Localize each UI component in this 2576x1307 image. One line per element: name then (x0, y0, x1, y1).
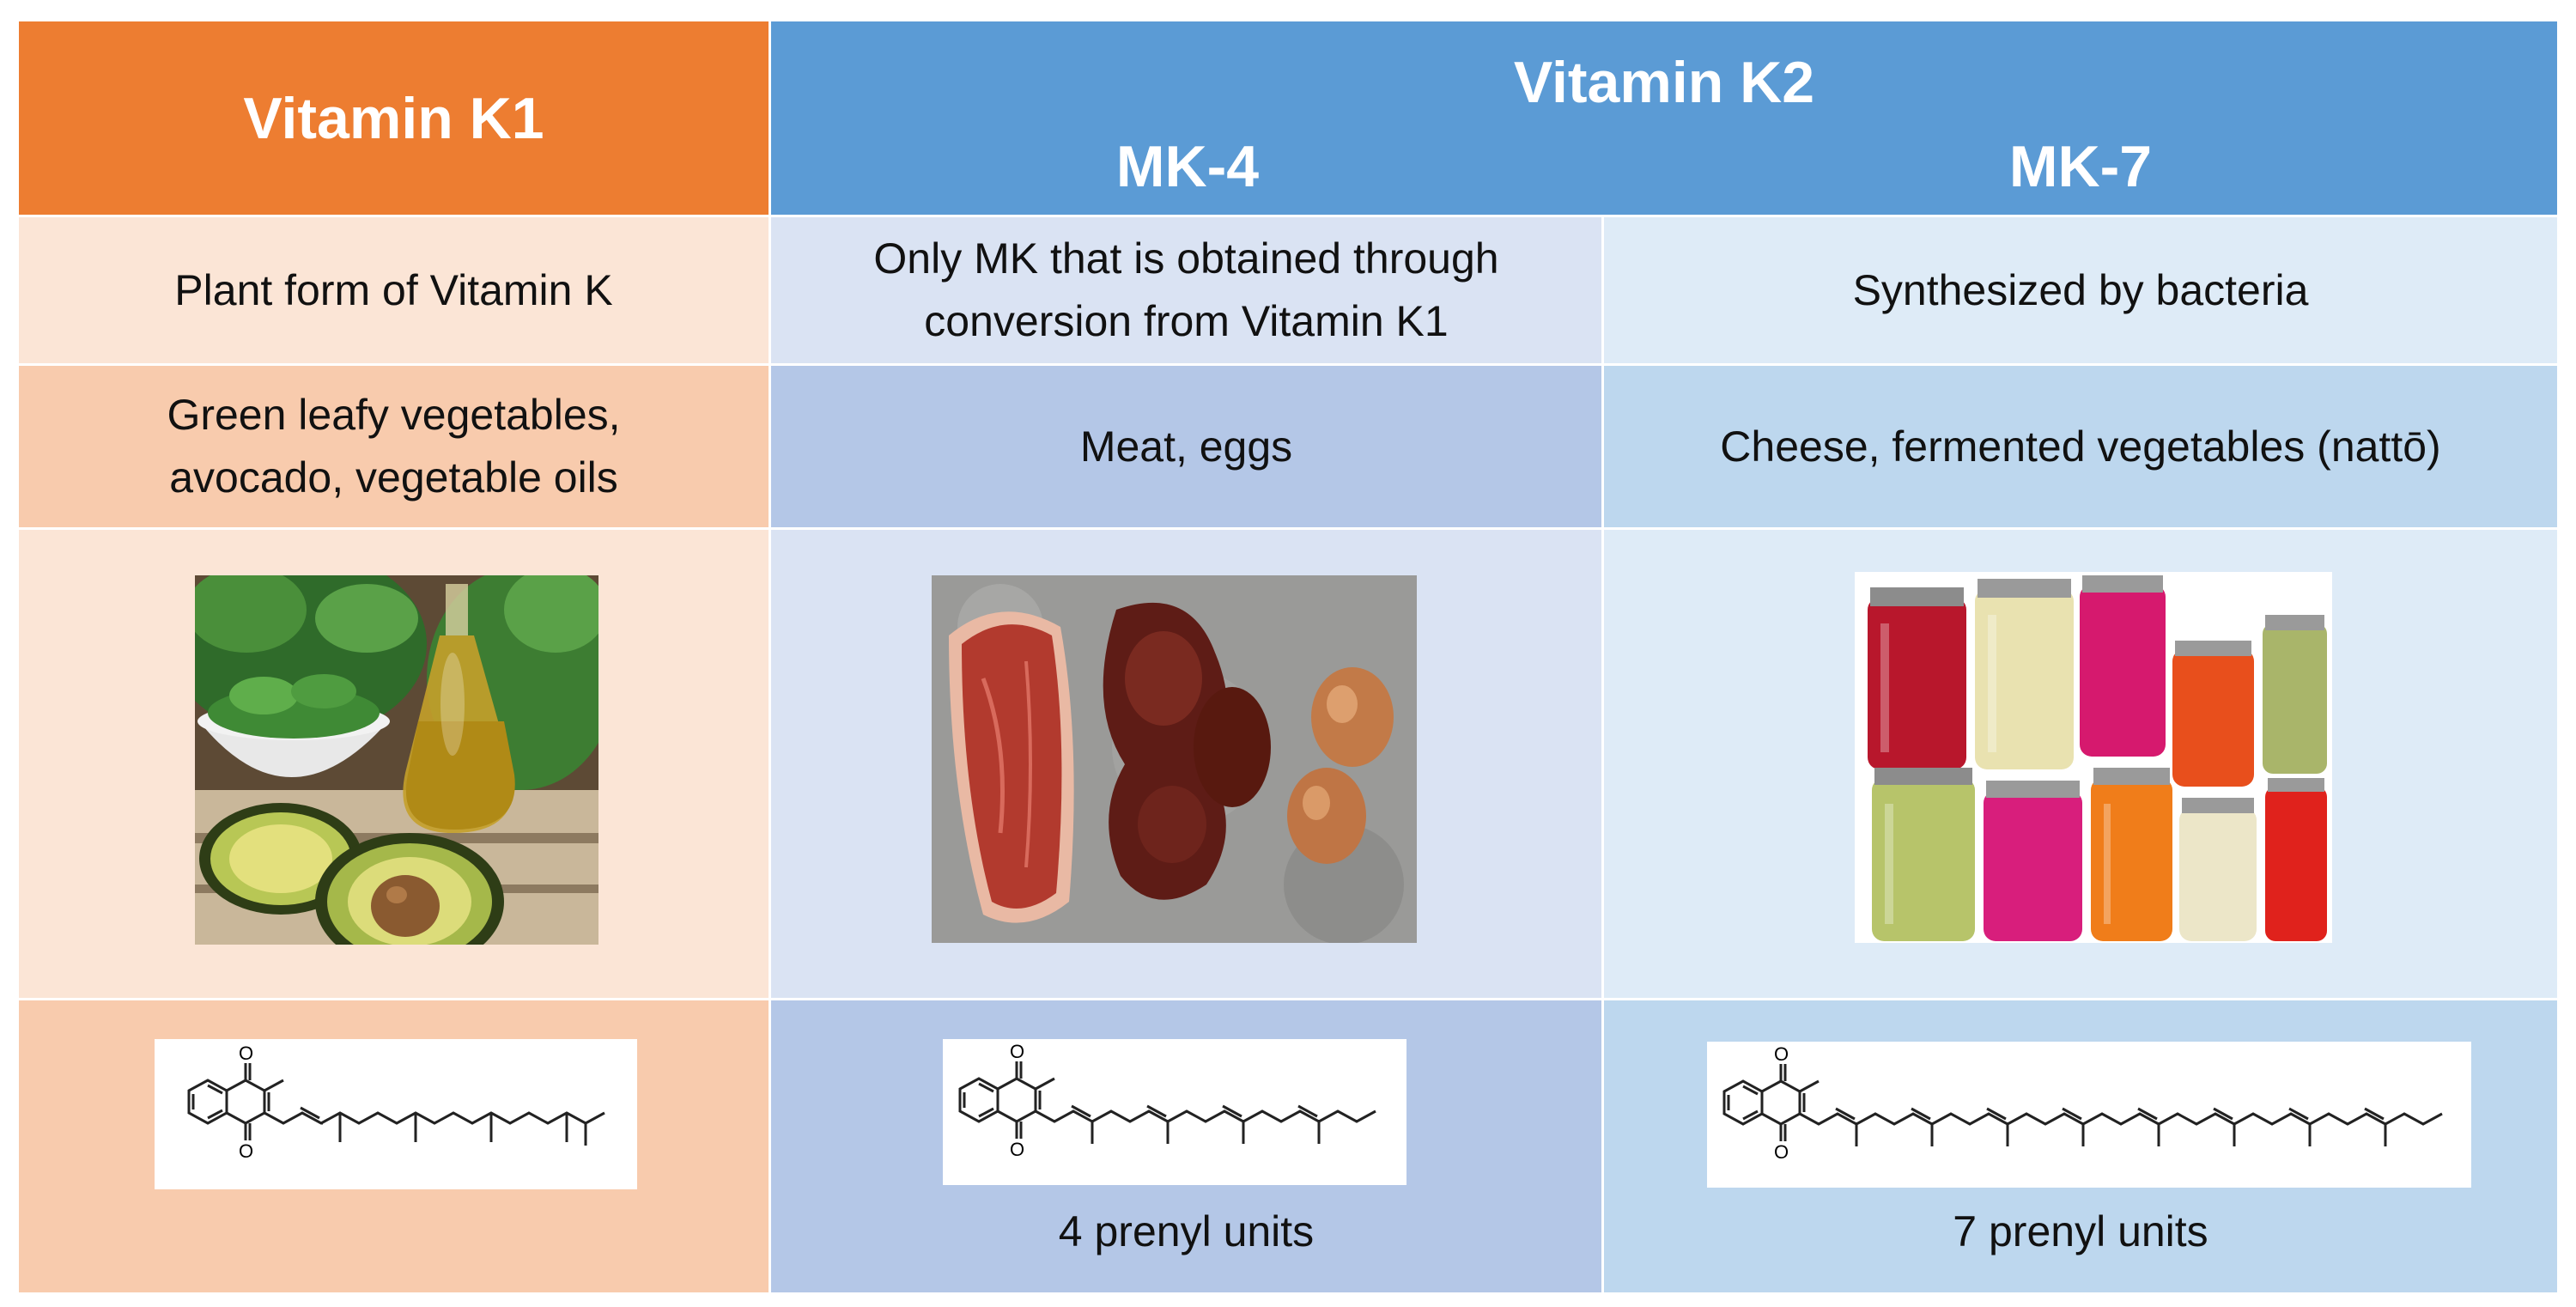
mk7-sources: Cheese, fermented vegetables (nattō) (1720, 422, 2441, 471)
mk4-description-line1: Only MK that is obtained through (873, 234, 1499, 283)
vitamin-k2-title: Vitamin K2 (1513, 50, 1815, 115)
vitamin-k1-header: Vitamin K1 (19, 21, 769, 215)
mk7-title: MK-7 (2008, 134, 2153, 199)
mk7-prenyl-caption: 7 prenyl units (1604, 1207, 2557, 1256)
oxygen-bottom-label: O (1010, 1139, 1025, 1160)
mk7-description-cell: Synthesized by bacteria (1604, 217, 2557, 363)
menaquinone-7-structure: O O (1707, 1042, 2471, 1188)
menaquinone-4-structure: O O (943, 1039, 1406, 1185)
leafy-greens-avocado-oil-photo (195, 575, 598, 945)
k1-sources-cell: Green leafy vegetables, avocado, vegetab… (19, 366, 769, 527)
mk4-prenyl-text: 4 prenyl units (1058, 1207, 1315, 1255)
oxygen-top-label: O (239, 1043, 254, 1064)
oxygen-bottom-label: O (1774, 1141, 1789, 1163)
k1-description: Plant form of Vitamin K (174, 265, 613, 314)
oxygen-top-label: O (1010, 1041, 1025, 1062)
mk7-description: Synthesized by bacteria (1852, 265, 2309, 314)
k1-sources-line1: Green leafy vegetables, (167, 391, 621, 439)
mk7-prenyl-text: 7 prenyl units (1953, 1207, 2208, 1255)
k1-sources-line2: avocado, vegetable oils (169, 453, 618, 502)
steak-liver-eggs-photo (932, 575, 1417, 943)
oxygen-bottom-label: O (239, 1140, 254, 1162)
mk4-sources-cell: Meat, eggs (771, 366, 1601, 527)
phylloquinone-structure: O O (155, 1039, 637, 1189)
mk7-sources-cell: Cheese, fermented vegetables (nattō) (1604, 366, 2557, 527)
mk4-title: MK-4 (1115, 134, 1260, 199)
vitamin-k2-header: Vitamin K2 MK-4 MK-7 (771, 21, 2557, 215)
mk4-description-cell: Only MK that is obtained through convers… (771, 217, 1601, 363)
vitamin-k1-title: Vitamin K1 (243, 85, 544, 151)
k1-description-cell: Plant form of Vitamin K (19, 217, 769, 363)
oxygen-top-label: O (1774, 1043, 1789, 1065)
mk4-description-line2: conversion from Vitamin K1 (924, 297, 1449, 345)
mk4-prenyl-caption: 4 prenyl units (771, 1207, 1601, 1256)
mk4-sources: Meat, eggs (1079, 422, 1293, 471)
fermented-vegetable-jars-photo (1855, 572, 2332, 943)
